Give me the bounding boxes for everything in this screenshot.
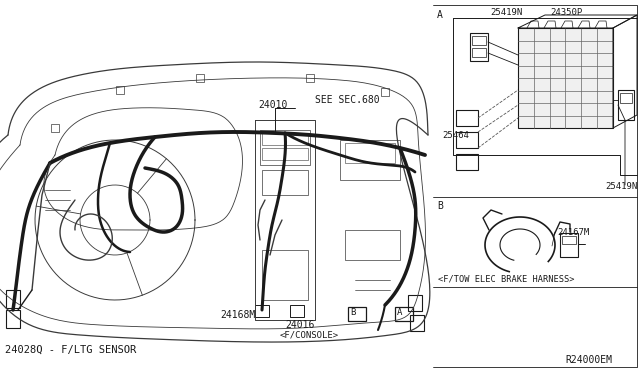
Bar — [395, 307, 413, 321]
Text: 25464: 25464 — [442, 131, 469, 140]
Text: 24168M: 24168M — [220, 310, 255, 320]
Bar — [345, 143, 395, 163]
Bar — [6, 310, 20, 328]
Bar — [408, 295, 422, 311]
Bar — [290, 305, 304, 317]
Bar — [562, 236, 576, 244]
Bar — [262, 148, 308, 160]
Bar — [255, 305, 269, 317]
Text: 24010: 24010 — [258, 100, 287, 110]
Text: <F/TOW ELEC BRAKE HARNESS>: <F/TOW ELEC BRAKE HARNESS> — [438, 275, 575, 284]
Bar — [262, 250, 308, 300]
Bar — [345, 230, 400, 260]
Bar — [116, 86, 124, 94]
Bar — [262, 170, 308, 195]
Bar — [456, 154, 478, 170]
Bar — [6, 290, 20, 308]
Text: R24000EM: R24000EM — [565, 355, 612, 365]
Bar — [51, 124, 59, 132]
Text: A: A — [397, 308, 403, 317]
Text: 25419N: 25419N — [490, 8, 522, 17]
Bar — [306, 74, 314, 82]
Bar — [618, 90, 634, 120]
Bar — [518, 28, 613, 128]
Text: 25419N: 25419N — [605, 182, 637, 191]
Bar — [410, 315, 424, 331]
Bar — [340, 140, 400, 180]
Bar — [262, 133, 308, 145]
Bar — [472, 36, 486, 45]
Text: SEE SEC.680: SEE SEC.680 — [315, 95, 380, 105]
Text: 24350P: 24350P — [550, 8, 582, 17]
Bar — [456, 132, 478, 148]
Text: <F/CONSOLE>: <F/CONSOLE> — [280, 330, 339, 339]
Bar — [560, 233, 578, 257]
Bar — [470, 33, 488, 61]
Bar — [196, 74, 204, 82]
Bar — [472, 48, 486, 57]
Text: 24028Q - F/LTG SENSOR: 24028Q - F/LTG SENSOR — [5, 345, 136, 355]
Bar — [381, 88, 389, 96]
Text: A: A — [437, 10, 443, 20]
Bar — [456, 110, 478, 126]
Text: 24016: 24016 — [285, 320, 314, 330]
Bar — [348, 307, 366, 321]
Text: B: B — [350, 308, 355, 317]
Text: B: B — [437, 201, 443, 211]
Text: 24167M: 24167M — [557, 228, 589, 237]
Bar — [620, 93, 632, 103]
Bar — [260, 130, 310, 165]
